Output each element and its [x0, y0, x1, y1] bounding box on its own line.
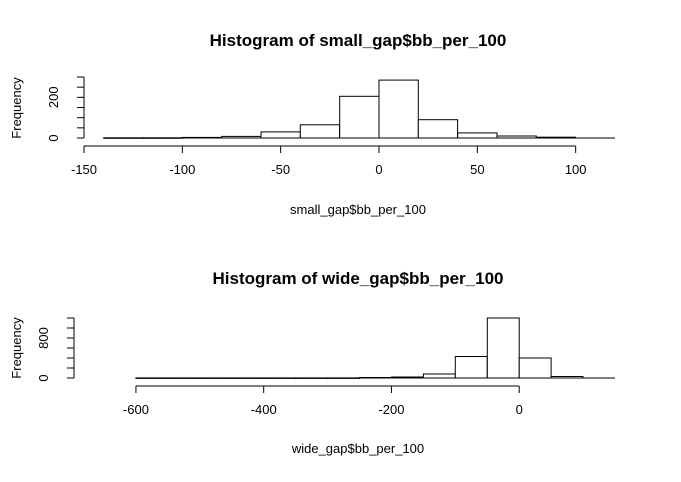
x-tick-label: -100	[169, 162, 195, 177]
y-axis-label: Frequency	[9, 77, 24, 139]
y-tick-label: 200	[46, 86, 61, 108]
y-axis: 0 200	[46, 76, 85, 142]
small-gap-histogram: Histogram of small_gap$bb_per_100 Freque…	[9, 31, 615, 217]
histogram-bar	[339, 95, 380, 139]
x-axis: -600 -400 -200 0	[123, 385, 523, 417]
histogram-bar	[299, 124, 341, 139]
histogram-bar	[417, 119, 459, 139]
x-tick-label: -200	[378, 402, 404, 417]
chart-title: Histogram of small_gap$bb_per_100	[210, 31, 507, 50]
y-tick-label: 800	[36, 327, 51, 349]
x-axis: -150 -100 -50 0 50 100	[71, 145, 587, 177]
x-axis-label: wide_gap$bb_per_100	[291, 441, 424, 456]
histogram-bar	[454, 356, 488, 379]
histogram-bar	[457, 132, 498, 139]
x-tick-label: -400	[251, 402, 277, 417]
histogram-bar	[260, 131, 301, 139]
x-tick-label: 0	[516, 402, 523, 417]
x-tick-label: 50	[470, 162, 484, 177]
x-tick-label: -150	[71, 162, 97, 177]
y-tick-label: 0	[46, 134, 61, 141]
histogram-bar	[422, 373, 456, 379]
x-tick-label: -50	[271, 162, 290, 177]
histogram-bar	[378, 79, 419, 139]
histogram-bar	[518, 357, 552, 379]
chart-title: Histogram of wide_gap$bb_per_100	[213, 269, 504, 288]
wide-gap-histogram: Histogram of wide_gap$bb_per_100 Frequen…	[9, 269, 615, 456]
x-tick-label: -600	[123, 402, 149, 417]
histogram-bars	[103, 79, 615, 139]
y-tick-label: 0	[36, 374, 51, 381]
x-axis-label: small_gap$bb_per_100	[290, 202, 426, 217]
y-axis-label: Frequency	[9, 317, 24, 379]
x-tick-label: 0	[375, 162, 382, 177]
y-axis: 0 800	[36, 317, 75, 382]
histogram-bars	[135, 317, 615, 379]
x-tick-label: 100	[565, 162, 587, 177]
histogram-bar	[486, 317, 520, 379]
